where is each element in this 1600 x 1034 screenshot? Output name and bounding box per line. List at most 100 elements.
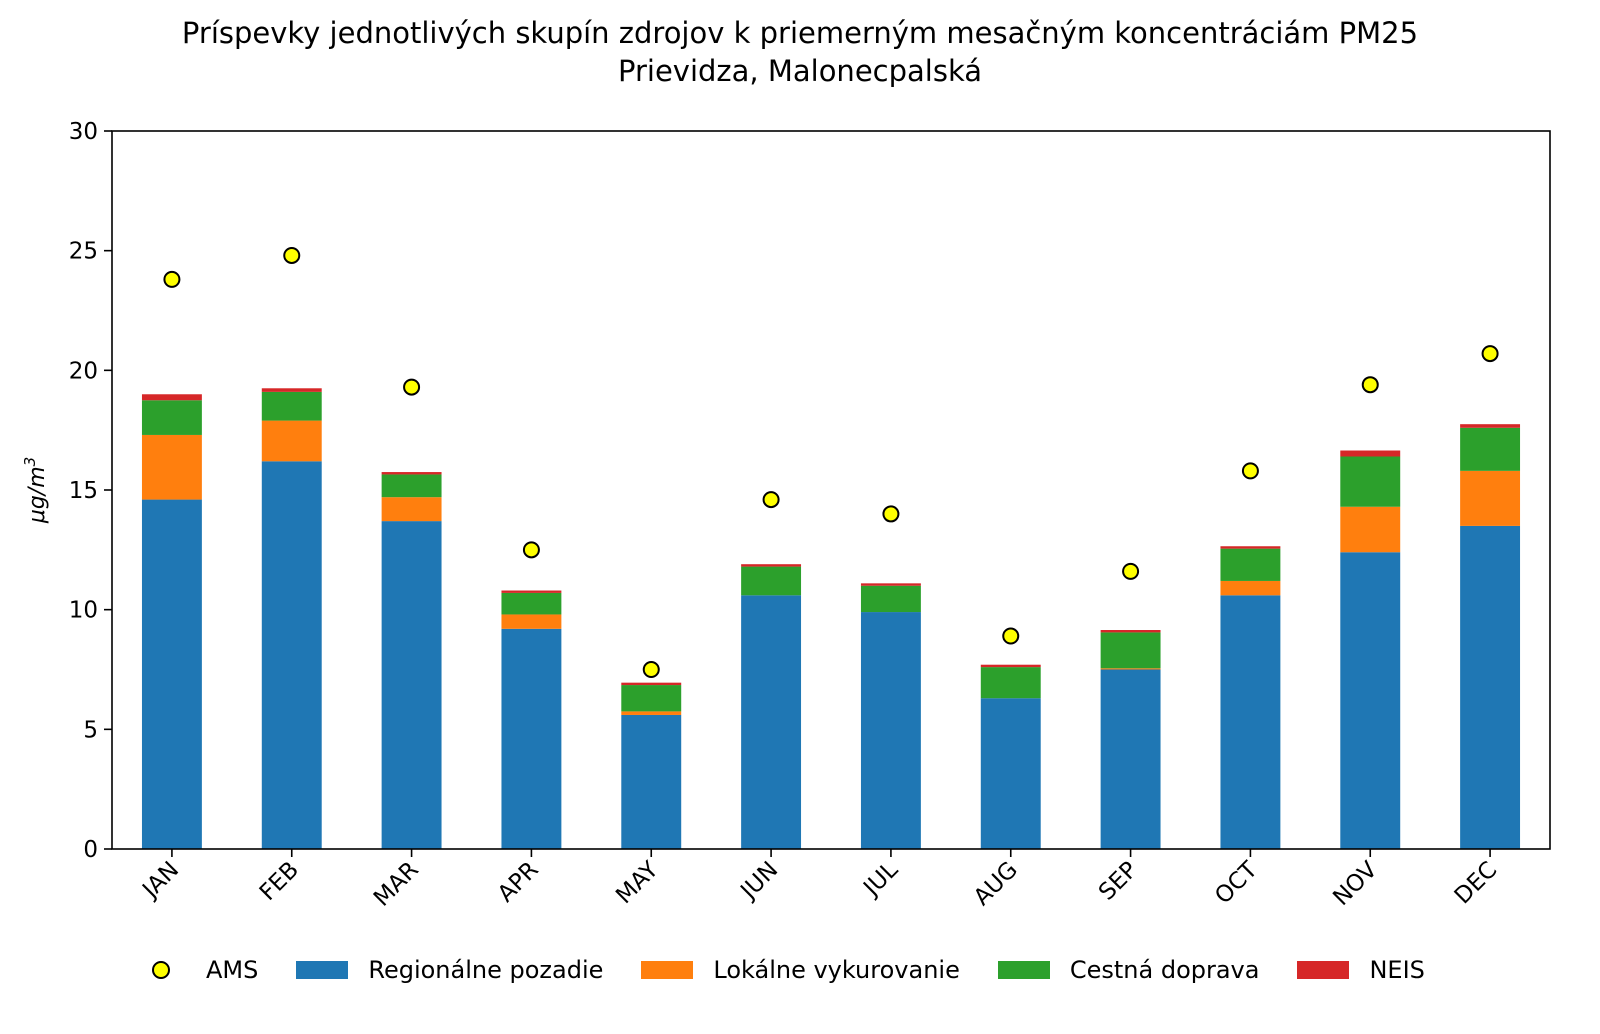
legend-heating-label: Lokálne vykurovanie: [713, 956, 960, 984]
legend-neis-label: NEIS: [1369, 956, 1425, 984]
x-tick-label-jul: JUL: [858, 857, 904, 903]
bar-feb-neis: [261, 388, 322, 392]
bar-apr-lokálne-vykurovanie: [501, 614, 562, 629]
ams-point-may: [642, 661, 660, 678]
bar-mar-neis: [381, 472, 442, 475]
legend-item-heating: Lokálne vykurovanie: [641, 956, 960, 984]
bar-apr-cestná-doprava: [501, 592, 562, 615]
ams-point-feb: [283, 246, 301, 264]
y-tick-label-25: 25: [69, 239, 98, 265]
bar-dec-neis: [1460, 424, 1521, 428]
bar-feb-lokálne-vykurovanie: [261, 420, 322, 462]
y-tick-label-0: 0: [83, 837, 98, 863]
bar-dec-cestná-doprava: [1460, 427, 1521, 471]
y-tick-label-15: 15: [69, 478, 98, 504]
x-tick-label-feb: FEB: [255, 857, 304, 906]
ams-point-apr: [522, 541, 540, 559]
bar-feb-cestná-doprava: [261, 391, 322, 421]
bar-jun-cestná-doprava: [741, 566, 802, 596]
bar-oct-regionálne-pozadie: [1220, 595, 1281, 849]
legend-item-regional: Regionálne pozadie: [296, 956, 603, 984]
x-tick-label-may: MAY: [611, 856, 664, 909]
chart-title: Príspevky jednotlivých skupín zdrojov k …: [181, 16, 1419, 50]
chart-title-block: Príspevky jednotlivých skupín zdrojov k …: [0, 14, 1600, 90]
bar-apr-regionálne-pozadie: [501, 628, 562, 849]
x-tick-label-oct: OCT: [1210, 856, 1263, 909]
x-tick-label-aug: AUG: [969, 857, 1023, 911]
legend-item-neis: NEIS: [1297, 956, 1425, 984]
bar-sep-regionálne-pozadie: [1100, 669, 1161, 849]
ams-point-dec: [1481, 345, 1499, 363]
ams-point-jul: [882, 505, 900, 523]
bar-feb-regionálne-pozadie: [261, 461, 322, 849]
y-tick-label-5: 5: [83, 717, 98, 743]
bar-sep-lokálne-vykurovanie: [1100, 668, 1161, 670]
bars-layer: [141, 388, 1521, 849]
chart-subtitle: Prievidza, Malonecpalská: [617, 54, 982, 88]
x-tick-label-dec: DEC: [1450, 857, 1503, 910]
ams-point-aug: [1002, 627, 1020, 645]
bar-oct-neis: [1220, 546, 1281, 549]
bar-aug-neis: [980, 664, 1041, 668]
bar-jan-cestná-doprava: [141, 400, 202, 435]
y-axis: 0 5 10 15 20 25 30: [69, 119, 112, 863]
x-tick-label-jun: JUN: [735, 857, 784, 906]
legend-regional-swatch: [296, 961, 349, 979]
bar-may-lokálne-vykurovanie: [621, 711, 682, 715]
bar-jun-regionálne-pozadie: [741, 595, 802, 849]
bar-sep-neis: [1100, 630, 1161, 633]
legend-item-traffic: Cestná doprava: [997, 956, 1260, 984]
x-tick-label-nov: NOV: [1328, 857, 1382, 911]
bar-may-neis: [621, 682, 682, 686]
bar-mar-cestná-doprava: [381, 474, 442, 498]
bar-aug-cestná-doprava: [980, 667, 1041, 699]
ams-point-nov: [1361, 376, 1379, 394]
bar-oct-lokálne-vykurovanie: [1220, 580, 1281, 596]
y-axis-label: μg/m3: [21, 457, 50, 524]
ams-point-oct: [1241, 462, 1259, 480]
bar-mar-lokálne-vykurovanie: [381, 497, 442, 522]
legend-traffic-swatch: [997, 961, 1050, 979]
bar-may-regionálne-pozadie: [621, 714, 682, 849]
bar-nov-neis: [1340, 450, 1401, 457]
bar-jul-cestná-doprava: [860, 585, 921, 613]
ams-point-jun: [762, 491, 780, 509]
legend-regional-label: Regionálne pozadie: [368, 956, 604, 984]
bar-jan-regionálne-pozadie: [141, 499, 202, 849]
bar-apr-neis: [501, 590, 562, 593]
bar-jul-neis: [860, 583, 921, 586]
x-tick-label-mar: MAR: [369, 857, 424, 912]
x-tick-label-apr: APR: [493, 857, 544, 908]
bar-mar-regionálne-pozadie: [381, 521, 442, 849]
bar-oct-cestná-doprava: [1220, 548, 1281, 581]
bar-nov-lokálne-vykurovanie: [1340, 506, 1401, 553]
legend: AMS Regionálne pozadie Lokálne vykurovan…: [140, 950, 1463, 990]
ams-point-sep: [1122, 562, 1140, 580]
plot-frame: [111, 130, 1551, 850]
bar-jan-lokálne-vykurovanie: [141, 434, 202, 500]
bar-jul-regionálne-pozadie: [860, 612, 921, 849]
ams-points-layer: [163, 246, 1499, 678]
y-tick-label-20: 20: [69, 358, 98, 384]
legend-ams-marker: [152, 961, 170, 979]
bar-dec-regionálne-pozadie: [1460, 525, 1521, 849]
bar-nov-regionálne-pozadie: [1340, 552, 1401, 849]
legend-heating-swatch: [641, 961, 694, 979]
x-axis: JAN FEB MAR APR MAY JUN JUL AUG SEP OCT NOV DEC: [137, 849, 1503, 912]
x-tick-label-sep: SEP: [1094, 857, 1143, 906]
legend-item-ams: AMS: [140, 956, 258, 984]
bar-jan-neis: [141, 394, 202, 401]
ams-point-jan: [163, 270, 181, 288]
legend-ams-label: AMS: [206, 956, 259, 984]
bar-nov-cestná-doprava: [1340, 456, 1401, 507]
bar-sep-cestná-doprava: [1100, 632, 1161, 669]
bar-aug-regionálne-pozadie: [980, 698, 1041, 849]
x-tick-label-jan: JAN: [137, 857, 185, 905]
legend-traffic-label: Cestná doprava: [1069, 956, 1260, 984]
y-tick-label-10: 10: [69, 598, 98, 624]
bar-may-cestná-doprava: [621, 685, 682, 712]
y-tick-label-30: 30: [69, 119, 98, 145]
bar-dec-lokálne-vykurovanie: [1460, 470, 1521, 526]
ams-point-mar: [403, 378, 421, 396]
